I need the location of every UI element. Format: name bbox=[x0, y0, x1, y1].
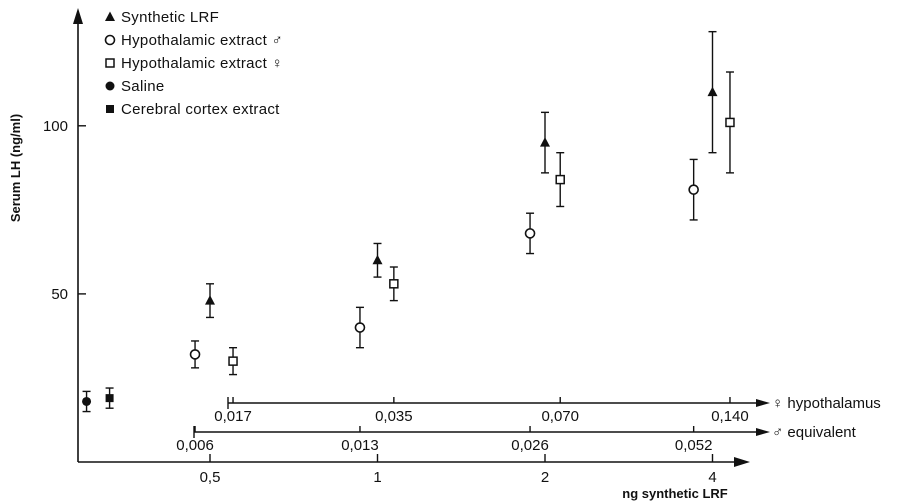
x-axis-arrow bbox=[734, 457, 750, 467]
legend-label-saline: Saline bbox=[121, 78, 165, 95]
point-hypothalamic-extract-0 bbox=[228, 356, 238, 366]
legend-marker-hypothalamic-extract bbox=[105, 58, 115, 68]
scale-hypothalamus-tick-label-0-140: 0,140 bbox=[711, 408, 749, 425]
series-hypothalamic-extract bbox=[228, 71, 735, 376]
scale-hypothalamus-tick-label-0-035: 0,035 bbox=[375, 408, 413, 425]
legend-marker-synthetic-lrf bbox=[105, 11, 115, 21]
point-hypothalamic-extract-3 bbox=[688, 184, 699, 195]
y-tick-label-50: 50 bbox=[51, 286, 68, 303]
scale-equivalent-label: ♂ equivalent bbox=[772, 424, 857, 441]
point-hypothalamic-extract-3 bbox=[725, 117, 735, 128]
axes: 50 100 0,5 1 2 4 Serum LH (ng/ml) ng synthetic … bbox=[8, 8, 750, 501]
x-tick-label-2: 2 bbox=[541, 469, 549, 486]
series-hypothalamic-extract bbox=[189, 158, 699, 369]
data-marks bbox=[82, 30, 735, 413]
scale-equivalent-tick-label-0-026: 0,026 bbox=[511, 437, 549, 454]
point-hypothalamic-extract-2 bbox=[524, 228, 536, 239]
legend-label-hypothalamic-extract: Hypothalamic extract ♀ bbox=[121, 55, 283, 72]
series-cerebral-cortex-extract bbox=[105, 387, 114, 409]
legend-label-hypothalamic-extract: Hypothalamic extract ♂ bbox=[121, 32, 283, 49]
scale-hypothalamus-tick-label-0-070: 0,070 bbox=[541, 408, 579, 425]
x-tick-label-1: 1 bbox=[373, 469, 381, 486]
point-cerebral-cortex-extract-0 bbox=[105, 394, 114, 403]
point-synthetic-lrf-3 bbox=[707, 86, 718, 97]
point-hypothalamic-extract-1 bbox=[354, 322, 366, 333]
series-synthetic-lrf bbox=[205, 30, 718, 319]
legend-marker-saline bbox=[105, 81, 115, 91]
x-tick-label-4: 4 bbox=[708, 469, 716, 486]
legend-marker-cerebral-cortex-extract bbox=[106, 105, 114, 113]
series-saline bbox=[82, 390, 92, 413]
legend: Synthetic LRF Hypothalamic extract ♂ Hypot… bbox=[104, 9, 283, 118]
y-tick-label-100: 100 bbox=[43, 118, 68, 135]
scale-equivalent-tick-label-0-006: 0,006 bbox=[176, 437, 214, 454]
scale-hypothalamus-label: ♀ hypothalamus bbox=[772, 395, 881, 412]
point-synthetic-lrf-2 bbox=[540, 137, 550, 147]
point-hypothalamic-extract-0 bbox=[189, 349, 201, 360]
point-saline-0 bbox=[82, 396, 92, 406]
scale-hypothalamus-tick-label-0-017: 0,017 bbox=[214, 408, 252, 425]
point-hypothalamic-extract-1 bbox=[389, 279, 399, 289]
x-tick-label-0-5: 0,5 bbox=[200, 469, 221, 486]
scale-hypothalamus-arrow bbox=[756, 399, 770, 407]
y-axis-title: Serum LH (ng/ml) bbox=[8, 114, 23, 222]
scale-equivalent-arrow bbox=[756, 428, 770, 436]
legend-label-cerebral-cortex-extract: Cerebral cortex extract bbox=[121, 101, 280, 118]
point-synthetic-lrf-0 bbox=[205, 295, 215, 305]
y-axis-arrow bbox=[73, 8, 83, 24]
point-hypothalamic-extract-2 bbox=[555, 174, 565, 185]
secondary-scales: 0,017 0,035 0,070 0,140 ♀ hypothalamus 0,006 0… bbox=[176, 395, 881, 454]
x-axis-title: ng synthetic LRF bbox=[622, 486, 728, 501]
scale-equivalent-tick-label-0-013: 0,013 bbox=[341, 437, 379, 454]
legend-label-synthetic-lrf: Synthetic LRF bbox=[121, 9, 219, 26]
point-synthetic-lrf-1 bbox=[372, 254, 383, 265]
scale-equivalent-tick-label-0-052: 0,052 bbox=[675, 437, 713, 454]
legend-marker-hypothalamic-extract bbox=[104, 34, 116, 46]
